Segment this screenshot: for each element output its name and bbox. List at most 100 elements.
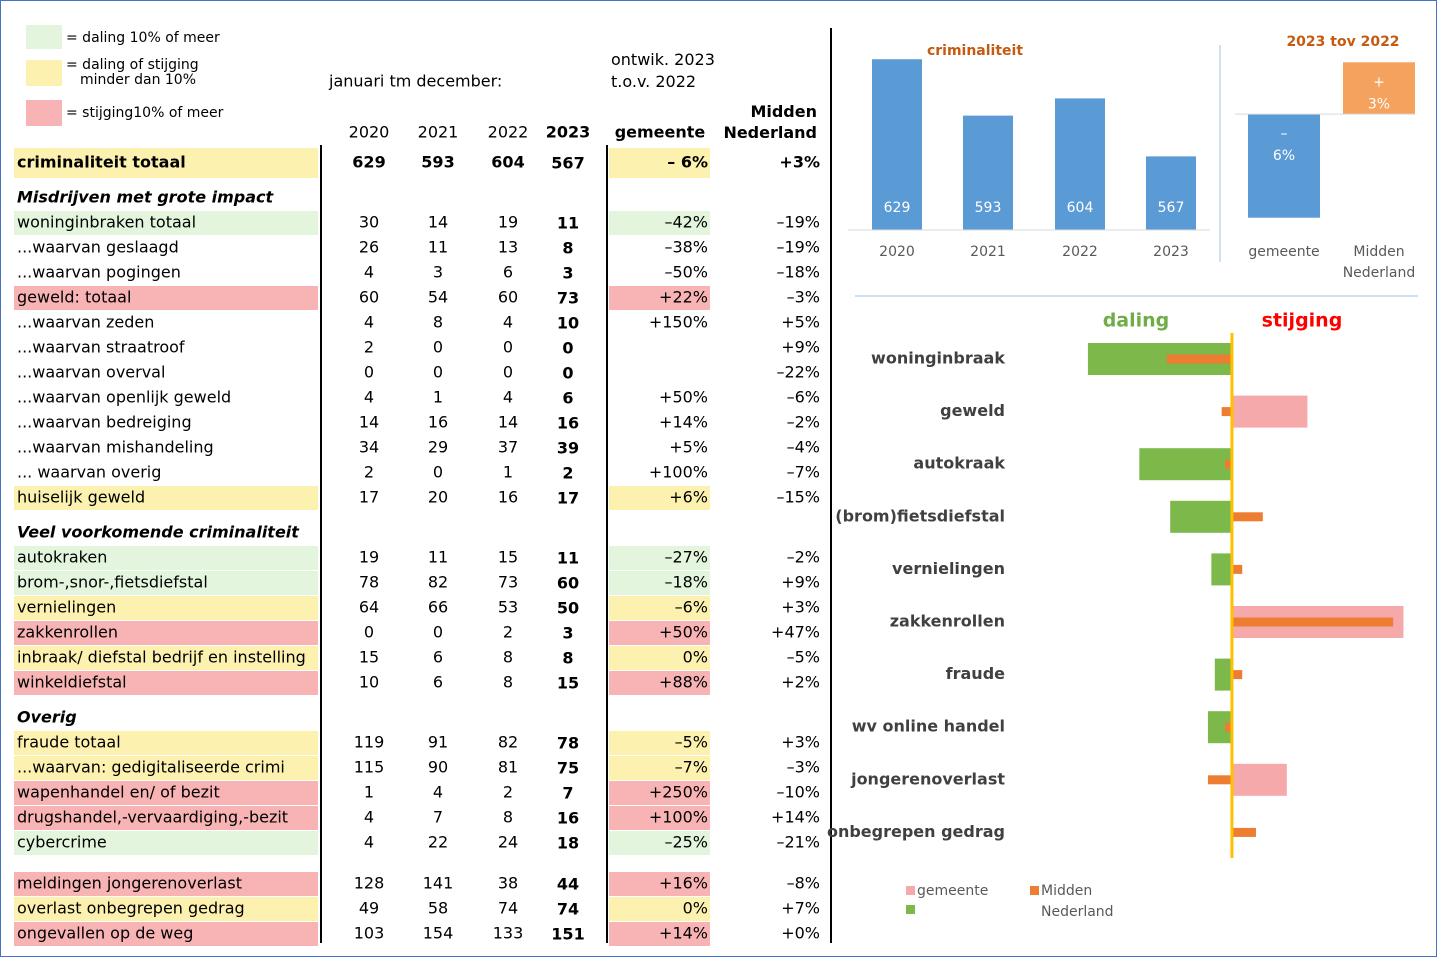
change-midden: +2% [781,673,820,692]
cell-value: 82 [498,733,518,752]
change-highlight [609,546,710,570]
change-midden: –5% [787,648,820,667]
cell-value: 50 [557,599,579,618]
bar [1207,775,1232,785]
column-header: gemeente [615,123,706,142]
row-highlight [14,731,318,755]
row-highlight [14,621,318,645]
change-midden: +7% [781,899,820,918]
cell-value: 4 [364,808,374,827]
row-label: woninginbraken totaal [17,213,196,232]
x-tick-label: gemeente [1248,244,1319,260]
cell-value: 16 [498,488,518,507]
cell-value: 604 [491,153,524,172]
cell-value: 58 [428,899,448,918]
cell-value: 8 [433,313,443,332]
row-label: winkeldiefstal [17,673,127,692]
change-gemeente: +22% [659,288,708,307]
change-midden: –15% [776,488,820,507]
change-midden: +9% [781,573,820,592]
cell-value: 4 [364,263,374,282]
change-midden: –19% [776,213,820,232]
y-tick-label: vernielingen [892,559,1005,578]
change-midden: +5% [781,313,820,332]
cell-value: 64 [359,598,379,617]
cell-value: 10 [359,673,379,692]
cell-value: 154 [423,924,454,943]
cell-value: 6 [562,389,573,408]
legend-swatch [26,60,62,86]
change-midden: +47% [771,623,820,642]
period-label: januari tm december: [328,72,502,91]
legend-label: gemeente [917,883,988,899]
cell-value: 4 [503,388,513,407]
cell-value: 19 [359,548,379,567]
cell-value: 15 [498,548,518,567]
bar [1055,98,1105,231]
change-gemeente: +50% [659,623,708,642]
cell-value: 567 [551,154,584,173]
change-highlight [609,897,710,921]
cell-value: 128 [354,874,385,893]
cell-value: 14 [359,413,379,432]
cell-value: 2 [503,783,513,802]
cell-value: 8 [503,808,513,827]
cell-value: 103 [354,924,385,943]
x-tick-label: 2020 [879,244,915,260]
change-midden: +3% [781,598,820,617]
cell-value: 15 [359,648,379,667]
cell-value: 6 [433,673,443,692]
change-highlight [609,831,710,855]
row-highlight [14,646,318,670]
cell-value: 16 [557,809,579,828]
y-tick-label: jongerenoverlast [850,769,1005,788]
row-highlight [14,922,318,946]
row-highlight [14,211,318,235]
legend-swatch [26,25,62,49]
cell-value: 16 [557,414,579,433]
row-label: overlast onbegrepen gedrag [17,899,245,918]
row-label: zakkenrollen [17,623,118,642]
cell-value: 74 [557,900,579,919]
cell-value: 1 [433,388,443,407]
bar [1146,156,1196,230]
bar [1231,395,1308,428]
change-midden: –6% [787,388,820,407]
change-gemeente: +100% [649,463,708,482]
legend-swatch [1030,886,1039,895]
cell-value: 20 [428,488,448,507]
cell-value: 0 [433,363,443,382]
row-label: huiselijk geweld [17,488,145,507]
cell-value: 2 [364,463,374,482]
cell-value: 0 [433,338,443,357]
cell-value: 66 [428,598,448,617]
cell-value: 10 [557,314,579,333]
left-header: daling [1103,310,1170,332]
row-label: criminaliteit totaal [17,153,186,172]
section-title: Veel voorkomende criminaliteit [17,523,300,542]
value-label: –6% [1273,126,1295,164]
row-label: ...waarvan straatroof [17,338,185,357]
row-highlight [14,831,318,855]
change-gemeente: –18% [664,573,708,592]
y-tick-label: wv online handel [852,717,1005,736]
cell-value: 44 [557,875,579,894]
cell-value: 6 [503,263,513,282]
change-gemeente: –25% [664,833,708,852]
cell-value: 119 [354,733,385,752]
cell-value: 0 [364,623,374,642]
change-midden: –7% [787,463,820,482]
column-header: 2022 [488,123,529,142]
row-highlight [14,756,318,780]
bar [1221,407,1232,417]
column-header: Midden Nederland [723,102,817,142]
row-highlight [14,671,318,695]
row-label: ...waarvan pogingen [17,263,181,282]
bar [1166,354,1232,364]
cell-value: 11 [428,548,448,567]
change-gemeente: 0% [683,648,708,667]
cell-value: 26 [359,238,379,257]
change-gemeente: +150% [649,313,708,332]
change-gemeente: –42% [664,213,708,232]
cell-value: 0 [562,364,573,383]
